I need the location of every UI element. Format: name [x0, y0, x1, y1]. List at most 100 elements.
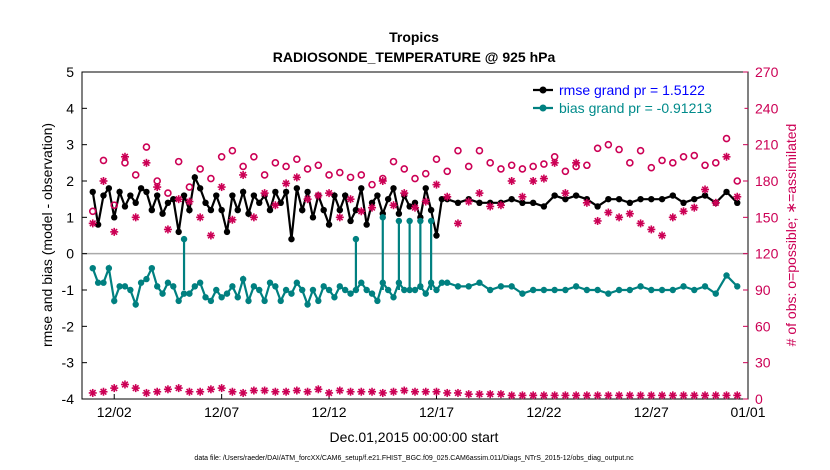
x-tick-label: 12/02 — [97, 404, 132, 420]
rmse-point — [637, 195, 644, 203]
rmse-point — [250, 192, 258, 199]
x-tick-label: 12/22 — [526, 404, 561, 420]
obs-assimilated-marker — [303, 195, 312, 204]
obs-assimilated-marker — [572, 158, 581, 167]
star-stroke — [540, 391, 548, 399]
bias-point — [148, 265, 156, 272]
y-right-tick-label: 0 — [755, 391, 763, 407]
obs-possible-marker — [647, 163, 656, 172]
rmse-point — [153, 192, 161, 199]
star-stroke — [519, 193, 526, 201]
bias-point — [401, 286, 408, 294]
bias-point — [605, 290, 612, 297]
obs-possible-marker — [733, 177, 742, 185]
star-stroke — [196, 213, 204, 221]
obs-possible-marker — [561, 167, 570, 176]
y-left-tick-label: -4 — [62, 391, 75, 407]
rmse-point — [325, 221, 333, 228]
star-stroke — [508, 391, 516, 399]
rmse-point — [648, 195, 655, 203]
obs-possible-marker — [722, 134, 731, 143]
obs-assimilated-marker — [615, 213, 624, 222]
series-layer — [88, 134, 742, 400]
bias-point — [127, 286, 134, 294]
rmse-point — [438, 195, 446, 203]
bias-point — [701, 283, 709, 290]
star-stroke — [218, 183, 226, 191]
bias-spike-point — [395, 217, 403, 225]
star-stroke — [164, 226, 172, 233]
obs-low-assimilated-marker — [325, 388, 334, 397]
bias-point — [111, 297, 118, 305]
y-left-tick-label: 0 — [66, 246, 74, 262]
star-stroke — [325, 189, 333, 197]
bias-point — [422, 290, 429, 297]
star-stroke — [143, 389, 150, 397]
bias-point — [153, 283, 161, 290]
obs-possible-marker — [626, 159, 634, 167]
rmse-point — [132, 199, 139, 206]
star-stroke — [379, 177, 387, 185]
obs-low-assimilated-marker — [110, 384, 119, 393]
star-stroke — [626, 210, 634, 218]
star-stroke — [175, 384, 183, 392]
y-left-tick-label: -2 — [62, 318, 75, 334]
obs-possible-marker — [303, 165, 312, 173]
obs-possible-marker — [636, 146, 645, 155]
bias-point — [363, 286, 370, 294]
rmse-point — [272, 188, 279, 196]
obs-possible-marker — [540, 160, 548, 168]
obs-possible-marker — [239, 162, 247, 171]
x-axis-label: Dec.01,2015 00:00:00 start — [330, 429, 499, 445]
rmse-point — [384, 195, 392, 203]
rmse-point — [551, 192, 558, 199]
rmse-point — [223, 228, 231, 236]
star-stroke — [680, 207, 687, 215]
obs-possible-marker — [711, 159, 720, 167]
obs-low-assimilated-marker — [174, 384, 183, 393]
star-stroke — [271, 201, 279, 209]
bias-point — [186, 290, 193, 297]
bias-point — [680, 283, 687, 290]
obs-low-assimilated-marker — [400, 386, 409, 395]
obs-assimilated-marker — [647, 225, 656, 234]
bias-point — [277, 297, 284, 305]
obs-possible-marker — [88, 207, 97, 216]
rmse-point — [288, 235, 295, 243]
obs-low-assimilated-marker — [636, 391, 645, 400]
rmse-point — [572, 192, 580, 199]
star-stroke — [540, 175, 548, 182]
y-axis-right: 0 30 60 90 120 150 180 210 240 270 — [743, 64, 779, 407]
rmse-point — [170, 195, 177, 203]
star-stroke — [422, 198, 430, 205]
obs-assimilated-marker — [561, 189, 570, 198]
obs-low-assimilated-marker — [120, 380, 129, 389]
bias-point — [121, 283, 129, 290]
obs-assimilated-marker — [389, 201, 398, 210]
star-stroke — [110, 384, 118, 392]
bias-point — [648, 286, 655, 294]
obs-assimilated-marker — [153, 183, 162, 192]
legend-marker-bias — [539, 104, 547, 112]
obs-assimilated-marker — [357, 207, 366, 216]
legend-label-rmse: rmse grand pr = 1.5122 — [559, 82, 705, 98]
star-stroke — [304, 388, 311, 396]
obs-possible-marker — [604, 140, 613, 149]
bias-point — [89, 265, 96, 272]
obs-possible-marker — [110, 201, 119, 210]
obs-possible-marker — [196, 165, 204, 173]
star-stroke — [529, 177, 537, 185]
rmse-point — [127, 192, 134, 199]
star-stroke — [723, 153, 730, 161]
rmse-point — [293, 185, 301, 192]
bias-point — [256, 286, 263, 294]
star-stroke — [647, 391, 655, 399]
star-stroke — [368, 388, 376, 396]
bias-point — [572, 283, 580, 290]
obs-assimilated-marker — [228, 215, 237, 224]
star-stroke — [186, 198, 193, 205]
star-stroke — [497, 390, 505, 398]
obs-possible-marker — [658, 156, 666, 165]
bias-point — [411, 286, 419, 294]
